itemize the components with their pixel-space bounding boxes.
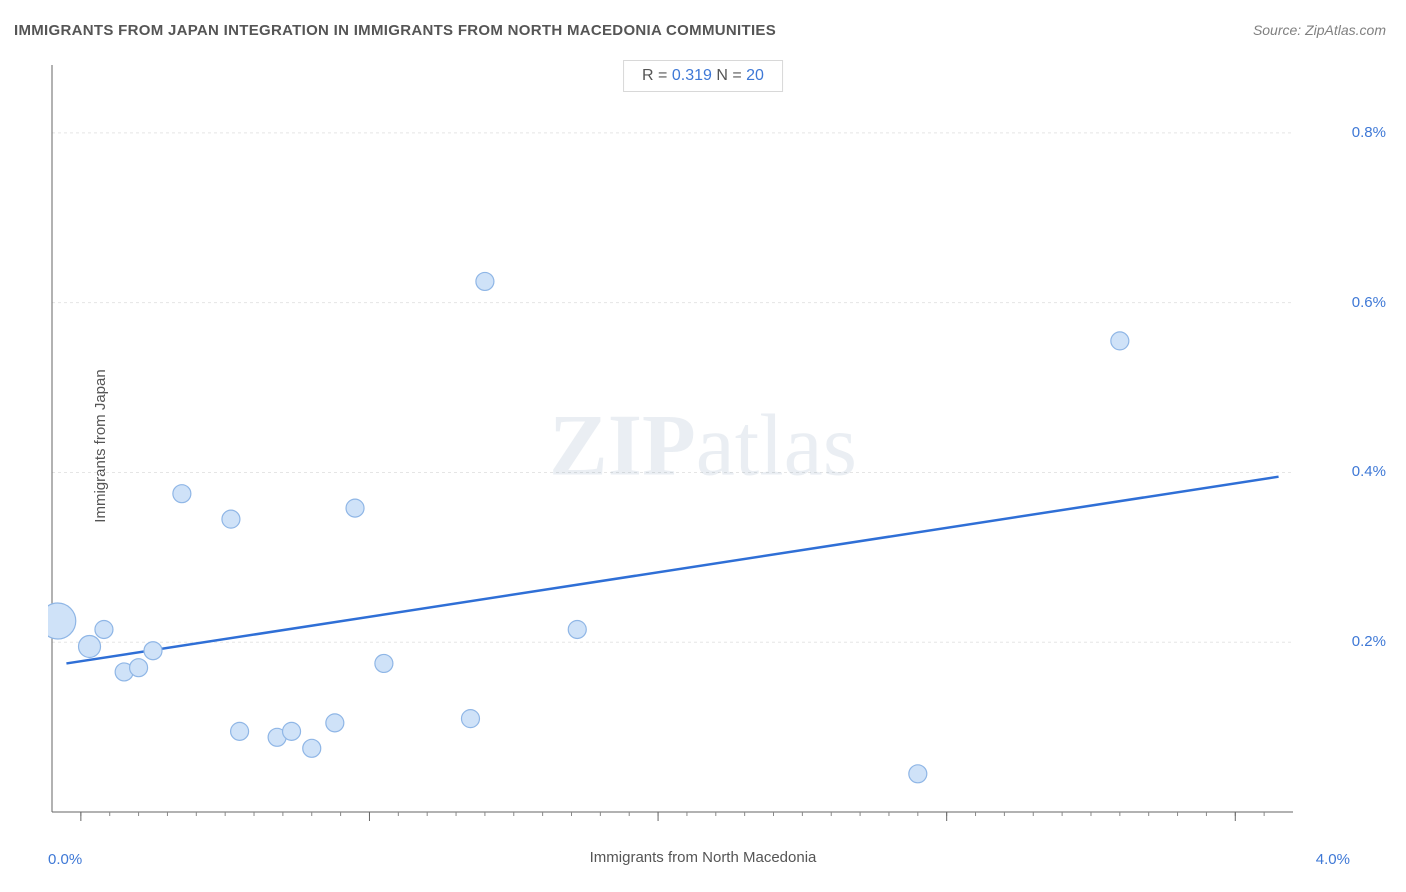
r-label: R = xyxy=(642,67,672,84)
x-axis-min: 0.0% xyxy=(48,851,82,868)
x-axis-max: 4.0% xyxy=(1316,851,1350,868)
x-axis-label: Immigrants from North Macedonia xyxy=(590,849,817,866)
chart-title: IMMIGRANTS FROM JAPAN INTEGRATION IN IMM… xyxy=(14,22,776,39)
source-attribution: Source: ZipAtlas.com xyxy=(1253,22,1386,38)
chart-area xyxy=(48,55,1348,830)
y-tick-label: 0.8% xyxy=(1352,124,1386,141)
n-value: 20 xyxy=(746,67,764,84)
n-label: N = xyxy=(716,67,746,84)
y-tick-label: 0.4% xyxy=(1352,463,1386,480)
y-tick-label: 0.2% xyxy=(1352,633,1386,650)
scatter-chart xyxy=(48,55,1348,830)
y-tick-label: 0.6% xyxy=(1352,294,1386,311)
r-value: 0.319 xyxy=(672,67,712,84)
stats-legend: R = 0.319 N = 20 xyxy=(623,60,783,92)
